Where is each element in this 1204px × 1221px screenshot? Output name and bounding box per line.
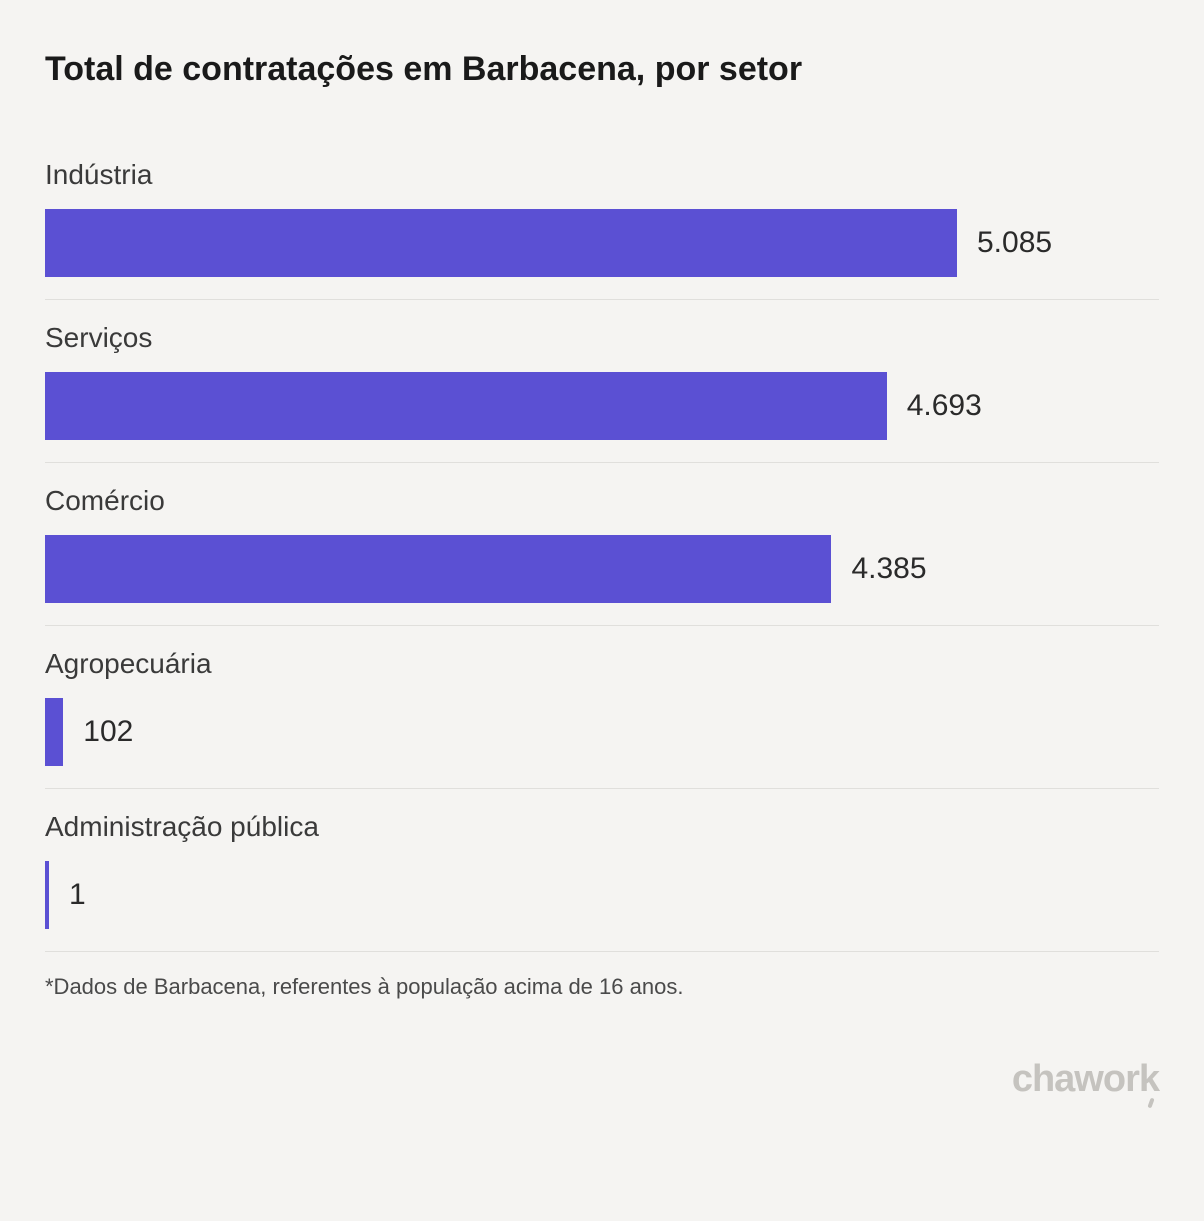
bar-chart: Indústria 5.085 Serviços 4.693 Comércio … xyxy=(45,159,1159,952)
bar-fill xyxy=(45,861,49,929)
bar-track xyxy=(45,698,63,766)
bar-row: 4.693 xyxy=(45,372,1159,440)
bar-section: Comércio 4.385 xyxy=(45,485,1159,626)
bar-fill xyxy=(45,209,957,277)
bar-value: 102 xyxy=(83,715,133,749)
bar-fill xyxy=(45,698,63,766)
bar-value: 1 xyxy=(69,878,86,912)
bar-track xyxy=(45,372,887,440)
bar-row: 1 xyxy=(45,861,1159,929)
bar-row: 4.385 xyxy=(45,535,1159,603)
bar-label: Indústria xyxy=(45,159,1159,191)
bar-track xyxy=(45,535,831,603)
bar-value: 4.693 xyxy=(907,389,982,423)
bar-value: 5.085 xyxy=(977,226,1052,260)
bar-row: 102 xyxy=(45,698,1159,766)
bar-section: Serviços 4.693 xyxy=(45,322,1159,463)
brand-logo: chawork xyxy=(1012,1058,1159,1101)
bar-label: Serviços xyxy=(45,322,1159,354)
bar-fill xyxy=(45,372,887,440)
bar-label: Agropecuária xyxy=(45,648,1159,680)
bar-label: Comércio xyxy=(45,485,1159,517)
chart-title: Total de contratações em Barbacena, por … xyxy=(45,50,1159,89)
bar-section: Administração pública 1 xyxy=(45,811,1159,952)
bar-row: 5.085 xyxy=(45,209,1159,277)
bar-fill xyxy=(45,535,831,603)
bar-section: Indústria 5.085 xyxy=(45,159,1159,300)
bar-section: Agropecuária 102 xyxy=(45,648,1159,789)
chart-footnote: *Dados de Barbacena, referentes à popula… xyxy=(45,974,1159,1000)
bar-label: Administração pública xyxy=(45,811,1159,843)
bar-track xyxy=(45,209,957,277)
bar-track xyxy=(45,861,49,929)
bar-value: 4.385 xyxy=(851,552,926,586)
